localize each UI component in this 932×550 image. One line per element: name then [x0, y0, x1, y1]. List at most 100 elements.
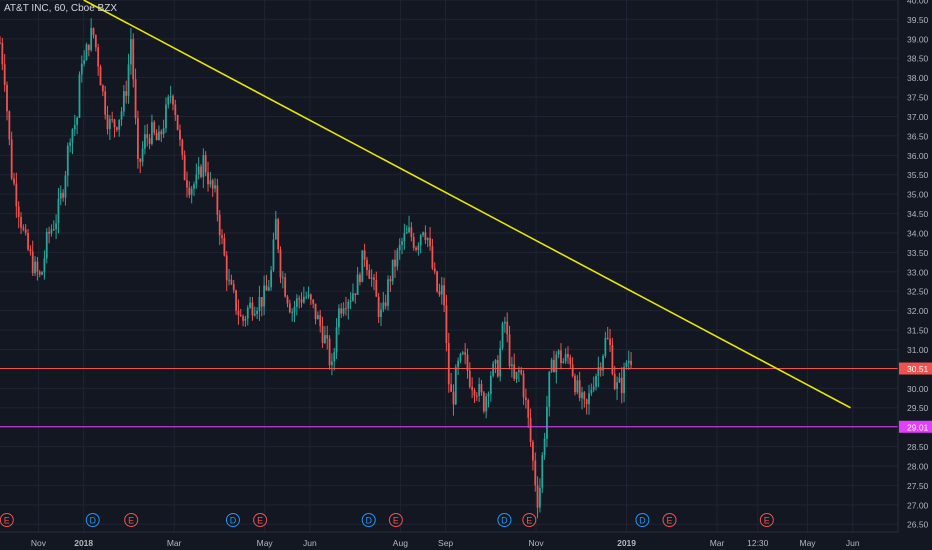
- candle-body[interactable]: [265, 285, 268, 291]
- candle-body[interactable]: [466, 354, 469, 371]
- candle-body[interactable]: [200, 166, 202, 177]
- earnings-marker[interactable]: E: [0, 513, 14, 527]
- event-circle[interactable]: [124, 513, 139, 527]
- candle-body[interactable]: [583, 392, 586, 400]
- candle-body[interactable]: [76, 117, 79, 125]
- price-axis[interactable]: 40.00 39.50 39.00 38.50 38.00 37.50 37.00 36.50…: [897, 0, 932, 550]
- candle-body[interactable]: [319, 315, 322, 327]
- candle-body[interactable]: [412, 237, 415, 248]
- candle-body[interactable]: [473, 390, 476, 396]
- candle-body[interactable]: [237, 310, 240, 316]
- candle-body[interactable]: [155, 132, 158, 141]
- candle-body[interactable]: [251, 302, 254, 316]
- candle-body[interactable]: [232, 284, 235, 291]
- candle-body[interactable]: [408, 227, 410, 233]
- candle-body[interactable]: [27, 232, 29, 250]
- candle-body[interactable]: [13, 178, 15, 184]
- candle-body[interactable]: [349, 300, 352, 302]
- candle-body[interactable]: [323, 335, 326, 343]
- candle-body[interactable]: [560, 350, 562, 364]
- candle-body[interactable]: [384, 302, 387, 306]
- candle-body[interactable]: [48, 231, 50, 234]
- candle-body[interactable]: [606, 337, 609, 339]
- candle-body[interactable]: [487, 394, 490, 397]
- dividend-marker[interactable]: D: [361, 513, 376, 527]
- candle-body[interactable]: [562, 361, 565, 364]
- candle-body[interactable]: [417, 245, 420, 250]
- candle-body[interactable]: [160, 131, 163, 135]
- candle-body[interactable]: [597, 367, 600, 376]
- candle-body[interactable]: [78, 74, 81, 118]
- candle-body[interactable]: [454, 367, 457, 405]
- candle-body[interactable]: [494, 360, 497, 364]
- earnings-marker[interactable]: E: [253, 513, 268, 527]
- candle-body[interactable]: [345, 308, 347, 310]
- candle-body[interactable]: [356, 274, 359, 295]
- candle-body[interactable]: [592, 386, 595, 390]
- candle-body[interactable]: [595, 375, 597, 387]
- candle-body[interactable]: [309, 294, 312, 300]
- candle-body[interactable]: [244, 318, 247, 321]
- candle-body[interactable]: [576, 380, 579, 393]
- candle-body[interactable]: [85, 44, 88, 61]
- candle-body[interactable]: [403, 233, 406, 242]
- candle-body[interactable]: [510, 364, 513, 367]
- candle-body[interactable]: [253, 313, 256, 316]
- candle-body[interactable]: [134, 79, 137, 119]
- candle-body[interactable]: [567, 354, 569, 358]
- candle-body[interactable]: [41, 272, 43, 275]
- candle-body[interactable]: [553, 359, 555, 373]
- candle-body[interactable]: [272, 239, 275, 271]
- candle-body[interactable]: [165, 104, 167, 129]
- candle-body[interactable]: [277, 219, 280, 250]
- candle-body[interactable]: [0, 42, 1, 44]
- candle-body[interactable]: [59, 192, 62, 199]
- candle-body[interactable]: [548, 371, 551, 407]
- candle-body[interactable]: [179, 129, 181, 140]
- candle-body[interactable]: [137, 118, 139, 159]
- candle-body[interactable]: [8, 111, 11, 140]
- event-circle[interactable]: [522, 513, 537, 527]
- candle-body[interactable]: [239, 315, 242, 317]
- candle-body[interactable]: [17, 206, 20, 218]
- candle-body[interactable]: [286, 296, 289, 304]
- candle-body[interactable]: [328, 338, 331, 366]
- candle-body[interactable]: [209, 180, 212, 185]
- candle-body[interactable]: [139, 158, 142, 162]
- candle-body[interactable]: [207, 172, 209, 185]
- earnings-marker[interactable]: E: [662, 513, 677, 527]
- candle-body[interactable]: [38, 271, 41, 275]
- candle-body[interactable]: [235, 290, 237, 311]
- candle-body[interactable]: [438, 291, 441, 295]
- candle-body[interactable]: [543, 438, 546, 456]
- candle-body[interactable]: [101, 85, 104, 92]
- candle-body[interactable]: [57, 198, 60, 224]
- candle-body[interactable]: [532, 441, 534, 461]
- candle-body[interactable]: [506, 321, 509, 335]
- candle-body[interactable]: [45, 231, 48, 259]
- candle-body[interactable]: [246, 307, 249, 319]
- candle-body[interactable]: [195, 174, 198, 185]
- candle-body[interactable]: [162, 128, 165, 135]
- candle-body[interactable]: [415, 247, 417, 250]
- candle-body[interactable]: [71, 129, 74, 143]
- candle-body[interactable]: [197, 166, 200, 175]
- candle-body[interactable]: [361, 250, 364, 283]
- event-circle[interactable]: [497, 513, 512, 527]
- candle-body[interactable]: [167, 96, 170, 105]
- event-circle[interactable]: [253, 513, 268, 527]
- candle-body[interactable]: [377, 296, 380, 318]
- candle-body[interactable]: [202, 155, 205, 177]
- price-badge[interactable]: [899, 420, 932, 433]
- candle-body[interactable]: [125, 91, 128, 96]
- earnings-marker[interactable]: E: [124, 513, 139, 527]
- candle-body[interactable]: [508, 334, 511, 367]
- candle-body[interactable]: [440, 285, 443, 295]
- candle-body[interactable]: [525, 397, 527, 401]
- candle-body[interactable]: [172, 96, 174, 105]
- candle-body[interactable]: [129, 39, 132, 65]
- earnings-marker[interactable]: E: [522, 513, 537, 527]
- candle-body[interactable]: [284, 277, 287, 297]
- candle-body[interactable]: [620, 377, 623, 394]
